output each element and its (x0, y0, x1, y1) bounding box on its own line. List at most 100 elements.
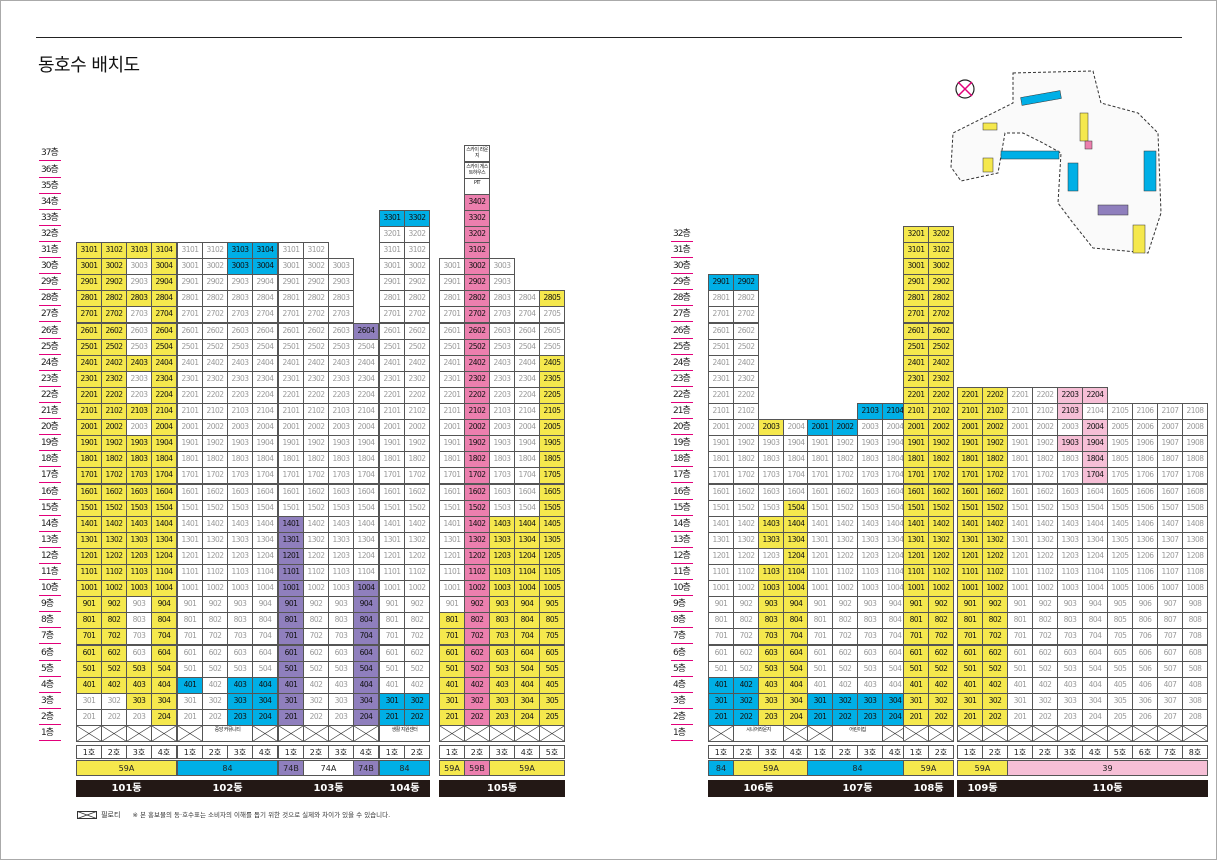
unit-cell: 601 (278, 644, 304, 662)
floor-label: 13층 (41, 534, 59, 545)
unit-cell: 804 (783, 612, 809, 630)
unit-cell: 1503 (857, 499, 883, 517)
unit-number-label: 3호 (1057, 745, 1083, 760)
unit-cell: 1003 (857, 580, 883, 598)
piloti-cell (439, 725, 465, 743)
unit-cell: 1302 (202, 531, 228, 549)
building-label: 101동 (76, 780, 177, 798)
unit-cell: 2405 (539, 354, 565, 372)
unit-cell: 2304 (514, 370, 540, 388)
unit-number-label: 3호 (758, 745, 784, 760)
unit-cell: 2302 (928, 370, 954, 388)
unit-cell: 1401 (76, 515, 102, 533)
unit-cell: 2901 (379, 274, 405, 292)
piloti-x-icon (465, 726, 489, 742)
floor-label: 6층 (673, 647, 686, 658)
unit-cell: 2101 (278, 403, 304, 421)
unit-cell: 202 (464, 708, 490, 726)
unit-cell: 2104 (252, 403, 278, 421)
unit-cell: 1304 (1082, 531, 1108, 549)
unit-cell: 1206 (1132, 547, 1158, 565)
unit-cell: 1706 (1132, 467, 1158, 485)
unit-cell: 1002 (832, 580, 858, 598)
floor-divider (671, 675, 693, 677)
unit-cell: 2001 (177, 419, 203, 437)
unit-cell: 1402 (928, 515, 954, 533)
floor-divider (39, 385, 61, 387)
unit-cell: 1802 (733, 451, 759, 469)
piloti-cell (151, 725, 177, 743)
unit-type: 59B (464, 760, 490, 777)
unit-cell: 801 (76, 612, 102, 630)
floor-label: 29층 (41, 277, 59, 288)
page-title: 동호수 배치도 (38, 55, 140, 76)
floor-divider (39, 208, 61, 210)
unit-cell: 2401 (379, 354, 405, 372)
unit-cell: 704 (1082, 628, 1108, 646)
unit-cell: 2101 (439, 403, 465, 421)
unit-cell: 1902 (202, 435, 228, 453)
unit-cell: 3002 (202, 258, 228, 276)
unit-cell: 1002 (928, 580, 954, 598)
unit-cell: 1504 (1082, 499, 1108, 517)
floor-label: 22층 (41, 389, 59, 400)
unit-cell: 2402 (404, 354, 430, 372)
unit-cell: 1001 (439, 580, 465, 598)
unit-cell: 203 (857, 708, 883, 726)
unit-cell: 601 (439, 644, 465, 662)
unit-cell: 502 (928, 660, 954, 678)
unit-cell: 1203 (126, 547, 152, 565)
unit-cell: 201 (903, 708, 929, 726)
site-block-yellow-2 (982, 157, 994, 173)
unit-cell: 1103 (489, 564, 515, 582)
piloti-cell (278, 725, 304, 743)
unit-cell: 2602 (404, 322, 430, 340)
unit-cell: 2403 (126, 354, 152, 372)
unit-cell: 2704 (151, 306, 177, 324)
unit-cell: 1902 (1032, 435, 1058, 453)
floor-label: 3층 (673, 695, 686, 706)
unit-cell: 2803 (126, 290, 152, 308)
unit-cell: 1105 (1107, 564, 1133, 582)
unit-number-label: 1호 (76, 745, 102, 760)
unit-cell: 1704 (1082, 467, 1108, 485)
unit-cell: 402 (202, 676, 228, 694)
unit-cell: 1202 (832, 547, 858, 565)
unit-cell: 2001 (708, 419, 734, 437)
unit-cell: 2102 (303, 403, 329, 421)
unit-cell: 1302 (733, 531, 759, 549)
unit-cell: 1602 (928, 483, 954, 501)
unit-cell: 1503 (227, 499, 253, 517)
unit-cell: 705 (539, 628, 565, 646)
unit-cell: 2502 (928, 338, 954, 356)
piloti-x-icon (983, 726, 1007, 742)
unit-cell: 2102 (928, 403, 954, 421)
unit-cell: 1102 (202, 564, 228, 582)
floor-divider (671, 418, 693, 419)
unit-cell: 1302 (832, 531, 858, 549)
unit-cell: 1104 (252, 564, 278, 582)
unit-cell: 2002 (928, 419, 954, 437)
unit-cell: 604 (514, 644, 540, 662)
facility-cell: 스카이 게스트하우스 (464, 161, 490, 179)
unit-cell: 702 (928, 628, 954, 646)
floor-label: 32층 (673, 228, 691, 239)
unit-cell: 1402 (101, 515, 127, 533)
unit-cell: 1202 (464, 547, 490, 565)
unit-cell: 1002 (464, 580, 490, 598)
unit-number-label: 1호 (177, 745, 203, 760)
unit-cell: 302 (1032, 692, 1058, 710)
unit-cell: 2603 (328, 322, 354, 340)
piloti-cell (1107, 725, 1133, 743)
floor-label: 12층 (41, 550, 59, 561)
unit-cell: 2104 (1082, 403, 1108, 421)
unit-cell: 2302 (404, 370, 430, 388)
unit-cell: 2704 (514, 306, 540, 324)
unit-cell: 1804 (252, 451, 278, 469)
unit-cell: 2401 (177, 354, 203, 372)
floor-label: 26층 (41, 325, 59, 336)
unit-cell: 1305 (1107, 531, 1133, 549)
unit-cell: 1003 (489, 580, 515, 598)
floor-label: 32층 (41, 228, 59, 239)
unit-cell: 1501 (439, 499, 465, 517)
